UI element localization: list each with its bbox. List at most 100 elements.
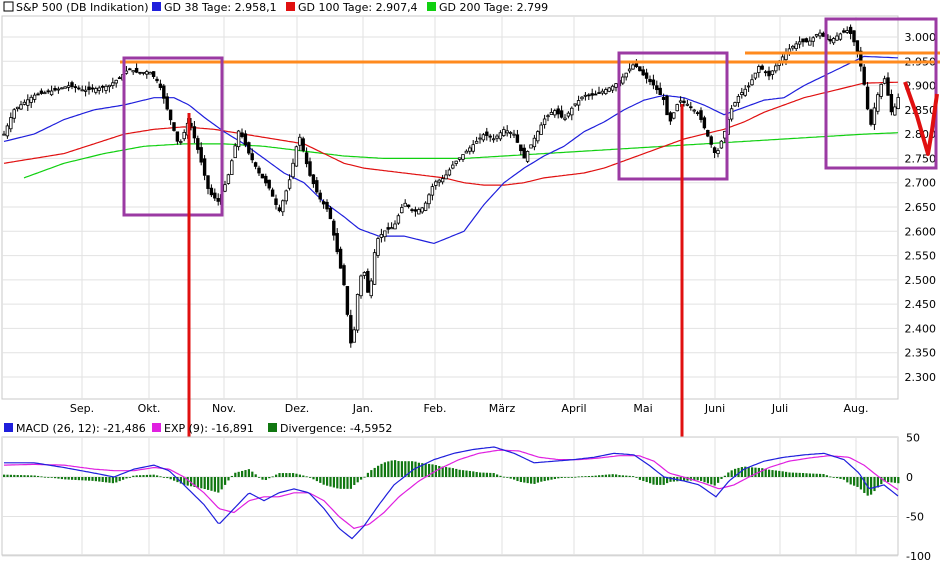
divergence-bar — [815, 473, 818, 477]
candle-body — [573, 103, 577, 106]
candle-body — [226, 174, 231, 184]
divergence-bar — [540, 477, 543, 482]
chart-annotations — [120, 17, 940, 497]
divergence-bar — [472, 471, 475, 477]
divergence-bar — [598, 475, 601, 477]
divergence-bar — [635, 477, 638, 478]
divergence-bar — [268, 477, 271, 479]
candle-body — [111, 82, 115, 86]
candle-body — [447, 169, 452, 176]
divergence-bar — [530, 477, 533, 484]
divergence-bar — [329, 477, 332, 487]
ma38-series — [3, 55, 898, 245]
candle-body — [539, 124, 543, 135]
candle-body — [400, 207, 404, 214]
divergence-bar — [227, 477, 230, 481]
candle-body — [338, 248, 343, 269]
candle-body — [60, 87, 64, 90]
divergence-bar — [577, 476, 580, 478]
divergence-bar — [186, 477, 189, 486]
candle-body — [587, 94, 591, 97]
divergence-bar — [897, 477, 900, 484]
ma100-series — [3, 81, 899, 186]
candle-body — [733, 102, 737, 107]
divergence-bar — [455, 468, 458, 477]
divergence-bar — [339, 477, 342, 489]
price-x-tick-label: Nov. — [212, 402, 236, 415]
candle-body — [610, 85, 615, 91]
divergence-bar — [118, 477, 121, 482]
candle-body — [138, 71, 142, 74]
divergence-bar — [526, 477, 529, 484]
divergence-bar — [264, 477, 267, 481]
candle-body — [621, 76, 625, 84]
candle-body — [240, 132, 244, 137]
divergence-bar — [706, 477, 709, 484]
candle-body — [291, 162, 295, 178]
candle-body — [478, 137, 482, 140]
divergence-bar — [383, 462, 386, 477]
candle-body — [396, 215, 401, 224]
divergence-bar — [207, 477, 210, 490]
candle-body — [345, 286, 350, 315]
candle-body — [304, 152, 309, 165]
divergence-bar — [696, 477, 699, 481]
candle-body — [202, 158, 207, 176]
divergence-bar — [795, 472, 798, 477]
divergence-bar — [754, 467, 757, 477]
candle-body — [665, 95, 669, 116]
divergence-bar — [655, 477, 658, 485]
candle-body — [546, 115, 550, 118]
highlight-box-aug — [824, 17, 938, 170]
candle-body — [175, 131, 180, 142]
divergence-bar — [397, 461, 400, 477]
divergence-bar — [890, 477, 893, 483]
candle-body — [209, 187, 214, 196]
divergence-bar — [547, 477, 550, 481]
divergence-bar — [509, 477, 512, 479]
divergence-bar — [394, 460, 397, 477]
divergence-bar — [553, 477, 556, 480]
candle-body — [468, 147, 472, 152]
candle-body — [491, 138, 496, 141]
candle-body — [515, 134, 520, 143]
divergence-bar — [788, 472, 791, 477]
candle-body — [437, 179, 441, 183]
divergence-bar — [713, 477, 716, 486]
divergence-bar — [638, 477, 641, 480]
divergence-bar — [40, 476, 43, 478]
candle-body — [83, 89, 88, 92]
divergence-bar — [805, 473, 808, 477]
divergence-bar — [122, 477, 125, 480]
candle-body — [46, 90, 50, 93]
divergence-bar — [686, 477, 689, 481]
candle-body — [675, 104, 679, 112]
candle-body — [73, 86, 78, 89]
price-x-tick-label: März — [489, 402, 516, 415]
price-x-tick-label: Mai — [633, 402, 652, 415]
candle-body — [672, 112, 676, 119]
divergence-bar — [356, 477, 359, 483]
divergence-bar — [295, 473, 298, 477]
candle-body — [434, 181, 438, 186]
divergence-bar — [564, 477, 567, 478]
divergence-bar — [870, 477, 873, 495]
divergence-bar — [516, 477, 519, 482]
candle-body — [420, 207, 424, 213]
candle-body — [648, 78, 652, 83]
candle-body — [192, 126, 197, 139]
macd-plot-area — [1, 436, 899, 556]
divergence-bar — [662, 477, 665, 485]
candle-body — [151, 71, 156, 77]
candle-body — [413, 209, 418, 212]
candle-body — [831, 38, 836, 44]
candle-body — [406, 204, 411, 208]
candle-body — [893, 106, 897, 116]
divergence-bar — [489, 472, 492, 477]
candle-body — [576, 100, 581, 106]
candle-body — [440, 178, 445, 183]
candle-body — [542, 118, 547, 125]
divergence-bar — [621, 475, 624, 477]
candle-body — [352, 329, 356, 343]
divergence-bar — [802, 473, 805, 477]
